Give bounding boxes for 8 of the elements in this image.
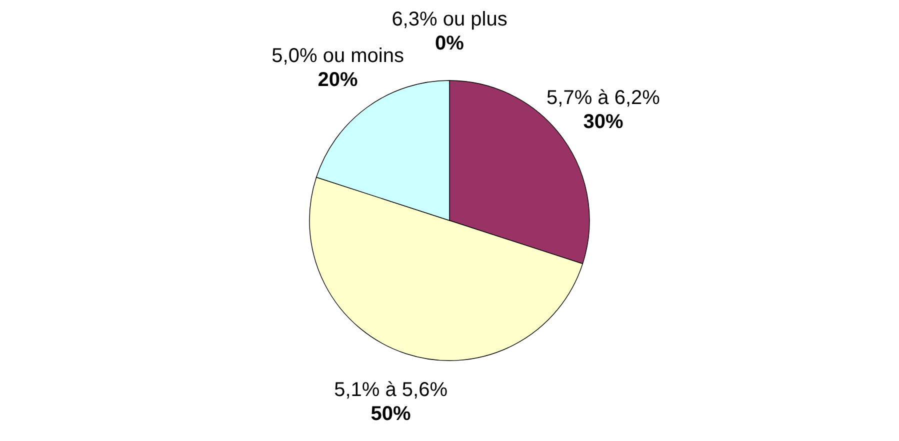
slice-label: 5,7% à 6,2% — [546, 86, 660, 109]
category-label: 6,3% ou plus — [392, 8, 508, 30]
data-label: 30% — [583, 110, 624, 133]
data-label: 20% — [318, 68, 358, 91]
slice-label: 5,0% ou moins — [272, 44, 404, 67]
text: 0% — [435, 32, 464, 54]
slice-label: 5,1% à 5,6% — [334, 379, 448, 402]
data-label: 50% — [370, 403, 412, 426]
